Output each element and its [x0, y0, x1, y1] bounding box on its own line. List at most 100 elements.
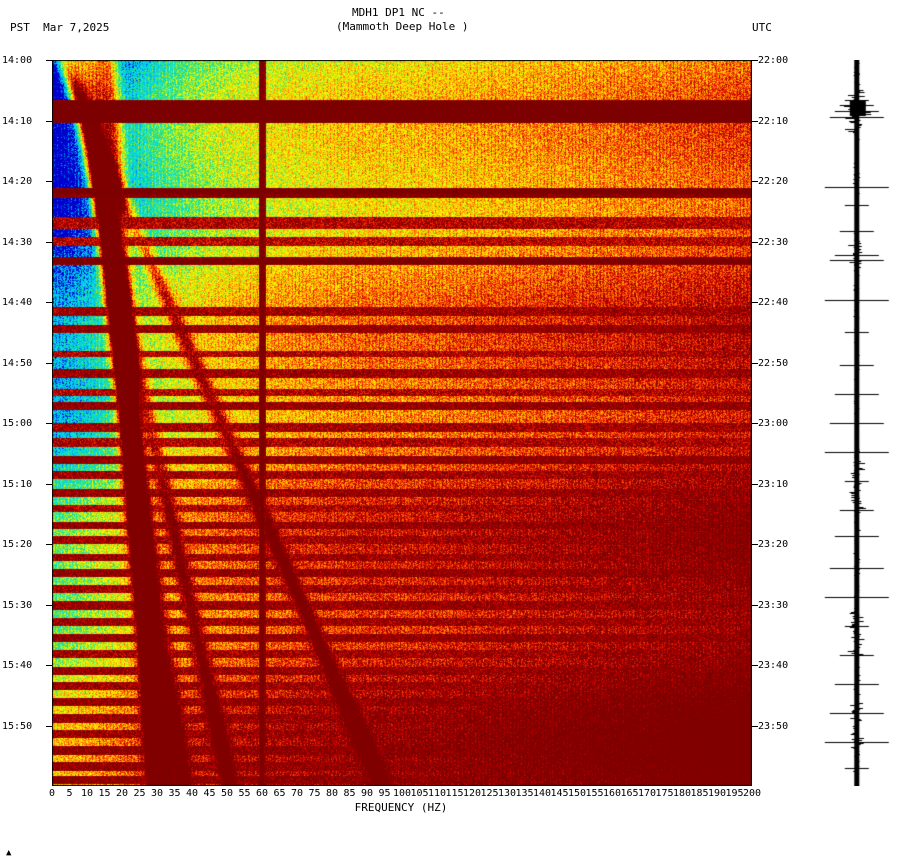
helicorder-panel	[812, 60, 892, 786]
left-time-tickmark	[46, 181, 52, 182]
spectrogram-plot	[52, 60, 752, 786]
frequency-tick-label: 110	[427, 788, 447, 799]
left-time-tick: 14:10	[2, 115, 33, 127]
left-time-tick: 14:20	[2, 176, 33, 187]
right-timezone-label: UTC	[752, 21, 772, 34]
frequency-tick-label: 80	[325, 788, 339, 799]
right-time-tick: 22:30	[758, 236, 789, 248]
frequency-tick-label: 135	[515, 788, 534, 799]
left-time-tickmark	[46, 604, 52, 606]
frequency-tick-label: 195	[725, 788, 744, 799]
right-time-tickmark	[752, 483, 758, 485]
left-time-tick: 14:30	[2, 236, 33, 248]
frequency-tick-label: 85	[343, 788, 356, 799]
right-time-tickmark	[752, 120, 758, 122]
frequency-axis-label: FREQUENCY (HZ)	[354, 801, 448, 814]
frequency-tick-label: 180	[672, 788, 692, 799]
frequency-tick-label: 140	[532, 788, 552, 799]
left-time-tickmark	[46, 423, 52, 424]
left-time-tick: 15:40	[2, 660, 33, 671]
right-time-tickmark	[752, 665, 758, 666]
frequency-tick-label: 0	[48, 788, 56, 799]
frequency-tick-label: 145	[550, 788, 569, 799]
left-time-tick: 14:40	[2, 297, 33, 308]
left-time-tickmark	[46, 725, 52, 727]
frequency-tick-label: 15	[98, 788, 111, 799]
spectrogram-canvas	[52, 60, 752, 786]
left-time-tick: 15:50	[2, 720, 33, 732]
left-time-tickmark	[46, 665, 52, 666]
left-time-tickmark	[46, 302, 52, 303]
right-time-tick: 23:10	[758, 478, 789, 490]
right-time-tick: 22:40	[758, 297, 789, 308]
right-time-tick: 23:20	[758, 539, 789, 550]
left-time-tickmark	[46, 362, 52, 364]
frequency-tick-label: 170	[637, 788, 657, 799]
right-time-tickmark	[752, 181, 758, 182]
station-subtitle: (Mammoth Deep Hole )	[336, 20, 469, 33]
right-time-tick: 22:50	[758, 357, 789, 369]
right-time-tickmark	[752, 423, 758, 424]
frequency-tick-label: 25	[133, 788, 146, 799]
frequency-tick-label: 105	[410, 788, 429, 799]
frequency-tick-label: 155	[585, 788, 604, 799]
right-time-tick: 23:50	[758, 720, 789, 732]
frequency-tick-label: 5	[66, 788, 73, 799]
frequency-tick-label: 70	[290, 788, 304, 799]
helicorder-canvas	[812, 60, 892, 786]
frequency-tick-label: 40	[185, 788, 199, 799]
frequency-tick-label: 95	[378, 788, 391, 799]
left-time-tickmark	[46, 483, 52, 485]
frequency-tick-label: 45	[203, 788, 216, 799]
left-time-tickmark	[46, 120, 52, 122]
frequency-tick-label: 30	[150, 788, 164, 799]
left-time-tick: 15:30	[2, 599, 33, 611]
frequency-tick-label: 65	[273, 788, 286, 799]
right-time-tick: 23:40	[758, 660, 789, 671]
frequency-tick-label: 115	[445, 788, 464, 799]
frequency-tick-label: 175	[655, 788, 674, 799]
frequency-tick-label: 20	[115, 788, 129, 799]
left-time-tickmark	[46, 241, 52, 243]
frequency-tick-label: 60	[255, 788, 269, 799]
frequency-tick-label: 10	[80, 788, 94, 799]
corner-mark: ▲	[6, 848, 12, 858]
right-time-tickmark	[752, 302, 758, 303]
frequency-tick-label: 55	[238, 788, 251, 799]
frequency-tick-label: 190	[707, 788, 727, 799]
frequency-tick-label: 50	[220, 788, 234, 799]
left-time-tickmark	[46, 60, 52, 61]
frequency-tick-label: 185	[690, 788, 709, 799]
frequency-tick-label: 200	[742, 788, 762, 799]
left-time-tick: 15:10	[2, 478, 33, 490]
right-time-tickmark	[752, 725, 758, 727]
left-time-tick: 14:00	[2, 55, 33, 66]
left-time-tickmark	[46, 544, 52, 545]
frequency-tick-label: 165	[620, 788, 639, 799]
frequency-tick-label: 130	[497, 788, 517, 799]
left-time-tick: 14:50	[2, 357, 33, 369]
left-timezone-label: PST Mar 7,2025	[10, 21, 110, 34]
frequency-tick-label: 90	[360, 788, 374, 799]
right-time-tickmark	[752, 60, 758, 61]
right-time-tick: 23:00	[758, 418, 789, 429]
right-time-tick: 22:00	[758, 55, 789, 66]
left-time-tick: 15:00	[2, 418, 33, 429]
right-time-tickmark	[752, 604, 758, 606]
right-time-tickmark	[752, 362, 758, 364]
frequency-axis-ticks: 0 5 10 15 20 25 30 35 40 45 50 55 60 65 70 75 80 85 90 95 10…	[48, 788, 761, 800]
right-time-tickmark	[752, 241, 758, 243]
right-time-tick: 22:20	[758, 176, 789, 187]
station-title: MDH1 DP1 NC --	[352, 6, 445, 19]
right-time-tickmark	[752, 544, 758, 545]
frequency-tick-label: 100	[392, 788, 412, 799]
frequency-tick-label: 120	[462, 788, 482, 799]
left-time-tick: 15:20	[2, 539, 33, 550]
frequency-tick-label: 150	[567, 788, 587, 799]
frequency-tick-label: 35	[168, 788, 181, 799]
right-time-tick: 22:10	[758, 115, 789, 127]
frequency-tick-label: 125	[480, 788, 499, 799]
frequency-tick-label: 75	[308, 788, 321, 799]
frequency-tick-label: 160	[602, 788, 622, 799]
right-time-tick: 23:30	[758, 599, 789, 611]
